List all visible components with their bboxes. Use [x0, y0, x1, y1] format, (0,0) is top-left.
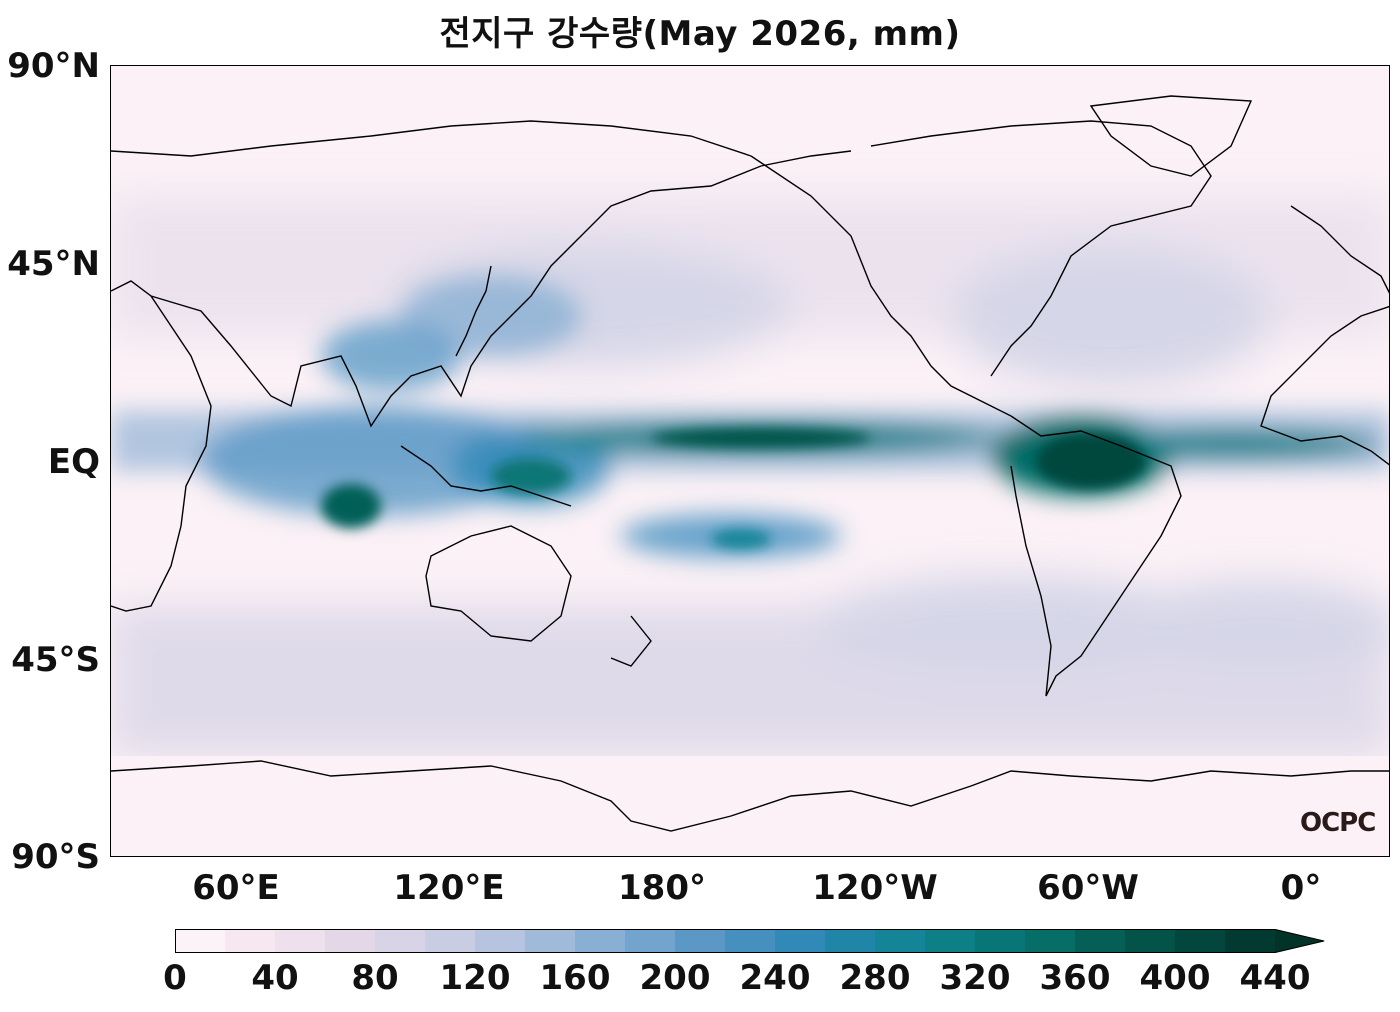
- lon-label-180: 180°: [618, 868, 706, 908]
- colorbar-cell: [725, 929, 776, 953]
- lon-label-60w: 60°W: [1037, 868, 1139, 908]
- colorbar-cell: [625, 929, 676, 953]
- colorbar-cell: [925, 929, 976, 953]
- colorbar-cell: [1125, 929, 1176, 953]
- precipitation-map: [110, 65, 1390, 857]
- colorbar-tick-label: 400: [1139, 958, 1211, 998]
- colorbar-cell: [275, 929, 326, 953]
- colorbar-tick-label: 0: [163, 958, 187, 998]
- map-title: 전지구 강수량(May 2026, mm): [439, 14, 961, 54]
- colorbar-tick-label: 200: [639, 958, 711, 998]
- lat-label-90n: 90°N: [7, 46, 100, 86]
- lat-label-45s: 45°S: [11, 640, 100, 680]
- colorbar-cell: [425, 929, 476, 953]
- lon-label-120w: 120°W: [812, 868, 938, 908]
- colorbar-cell: [325, 929, 376, 953]
- colorbar-tick-label: 80: [351, 958, 399, 998]
- colorbar-cell: [825, 929, 876, 953]
- colorbar-cell: [1075, 929, 1126, 953]
- colorbar-tick-label: 240: [739, 958, 811, 998]
- ocpc-logo: OCPC: [1300, 808, 1376, 838]
- colorbar-cell: [175, 929, 226, 953]
- itcz-convection: [111, 276, 1389, 558]
- colorbar-cell: [1225, 929, 1276, 953]
- heavy-rain-cores: [321, 428, 1146, 549]
- colorbar-tick-label: 160: [539, 958, 611, 998]
- lon-label-120e: 120°E: [393, 868, 505, 908]
- colorbar-tick-label: 280: [839, 958, 911, 998]
- lat-label-eq: EQ: [47, 442, 100, 482]
- colorbar-extend-arrow: [1275, 929, 1325, 953]
- colorbar-tick-label: 320: [939, 958, 1011, 998]
- colorbar: [175, 929, 1325, 953]
- coastlines: [111, 95, 1389, 832]
- colorbar-outline: [175, 929, 1325, 953]
- precipitation-field: [111, 66, 1389, 856]
- colorbar-cell: [525, 929, 576, 953]
- colorbar-cell: [575, 929, 626, 953]
- lat-label-90s: 90°S: [11, 837, 100, 877]
- colorbar-cell: [375, 929, 426, 953]
- colorbar-cell: [975, 929, 1026, 953]
- lon-label-60e: 60°E: [192, 868, 280, 908]
- colorbar-tick-label: 40: [251, 958, 299, 998]
- colorbar-tick-label: 440: [1239, 958, 1311, 998]
- colorbar-cell: [675, 929, 726, 953]
- colorbar-cell: [1025, 929, 1076, 953]
- colorbar-tick-label: 120: [439, 958, 511, 998]
- colorbar-cell: [475, 929, 526, 953]
- colorbar-tick-label: 360: [1039, 958, 1111, 998]
- colorbar-cell: [875, 929, 926, 953]
- lon-label-0: 0°: [1280, 868, 1322, 908]
- lat-label-45n: 45°N: [7, 244, 100, 284]
- colorbar-cell: [225, 929, 276, 953]
- colorbar-cell: [1175, 929, 1226, 953]
- colorbar-cell: [775, 929, 826, 953]
